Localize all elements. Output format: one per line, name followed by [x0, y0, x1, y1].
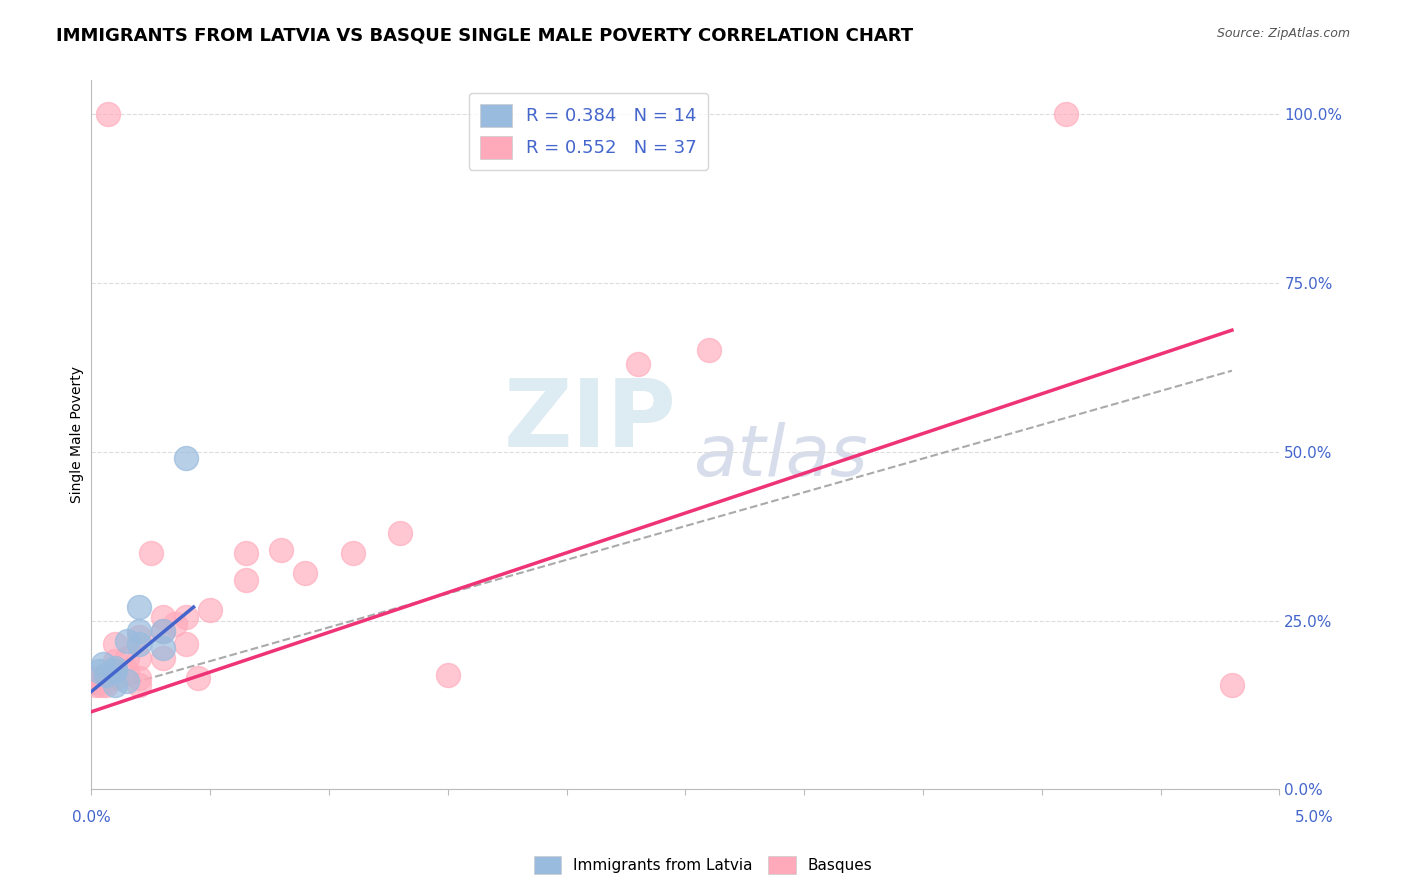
Point [115, 674, 138, 689]
Point [235, 546, 257, 560]
Point [115, 633, 138, 648]
Point [87, 674, 110, 689]
Point [1220, 678, 1243, 692]
Text: atlas: atlas [693, 422, 868, 491]
Point [697, 343, 720, 358]
Point [104, 661, 127, 675]
Point [152, 624, 174, 638]
Point [200, 603, 222, 617]
Y-axis label: Single Male Poverty: Single Male Poverty [70, 367, 84, 503]
Text: 0.0%: 0.0% [72, 811, 111, 825]
Point [87, 664, 110, 679]
Point [104, 637, 127, 651]
Text: ZIP: ZIP [503, 375, 676, 467]
Point [115, 664, 138, 679]
Point [152, 610, 174, 624]
Point [152, 640, 174, 655]
Text: Source: ZipAtlas.com: Source: ZipAtlas.com [1216, 27, 1350, 40]
Point [152, 624, 174, 638]
Point [1054, 107, 1077, 121]
Point [90, 678, 112, 692]
Point [176, 610, 198, 624]
Point [163, 617, 186, 632]
Point [104, 654, 127, 668]
Point [436, 667, 458, 681]
Point [176, 451, 198, 466]
Point [115, 650, 138, 665]
Text: 5.0%: 5.0% [1295, 811, 1334, 825]
Point [128, 631, 150, 645]
Point [128, 671, 150, 685]
Point [139, 546, 162, 560]
Point [128, 637, 150, 651]
Point [342, 546, 364, 560]
Point [83, 671, 105, 685]
Legend: R = 0.384   N = 14, R = 0.552   N = 37: R = 0.384 N = 14, R = 0.552 N = 37 [468, 93, 709, 170]
Point [128, 650, 150, 665]
Point [104, 671, 127, 685]
Point [128, 678, 150, 692]
Point [627, 357, 650, 371]
Point [128, 600, 150, 615]
Point [104, 664, 127, 679]
Point [235, 573, 257, 587]
Point [91, 671, 114, 685]
Point [94, 667, 117, 681]
Point [270, 542, 292, 557]
Point [94, 678, 117, 692]
Point [104, 678, 127, 692]
Point [176, 637, 198, 651]
Point [91, 657, 114, 672]
Text: IMMIGRANTS FROM LATVIA VS BASQUE SINGLE MALE POVERTY CORRELATION CHART: IMMIGRANTS FROM LATVIA VS BASQUE SINGLE … [56, 27, 914, 45]
Point [152, 650, 174, 665]
Point [84, 678, 107, 692]
Point [97, 107, 120, 121]
Point [104, 664, 127, 679]
Point [294, 566, 316, 581]
Point [128, 624, 150, 638]
Point [187, 671, 209, 685]
Point [389, 525, 412, 540]
Legend: Immigrants from Latvia, Basques: Immigrants from Latvia, Basques [527, 850, 879, 880]
